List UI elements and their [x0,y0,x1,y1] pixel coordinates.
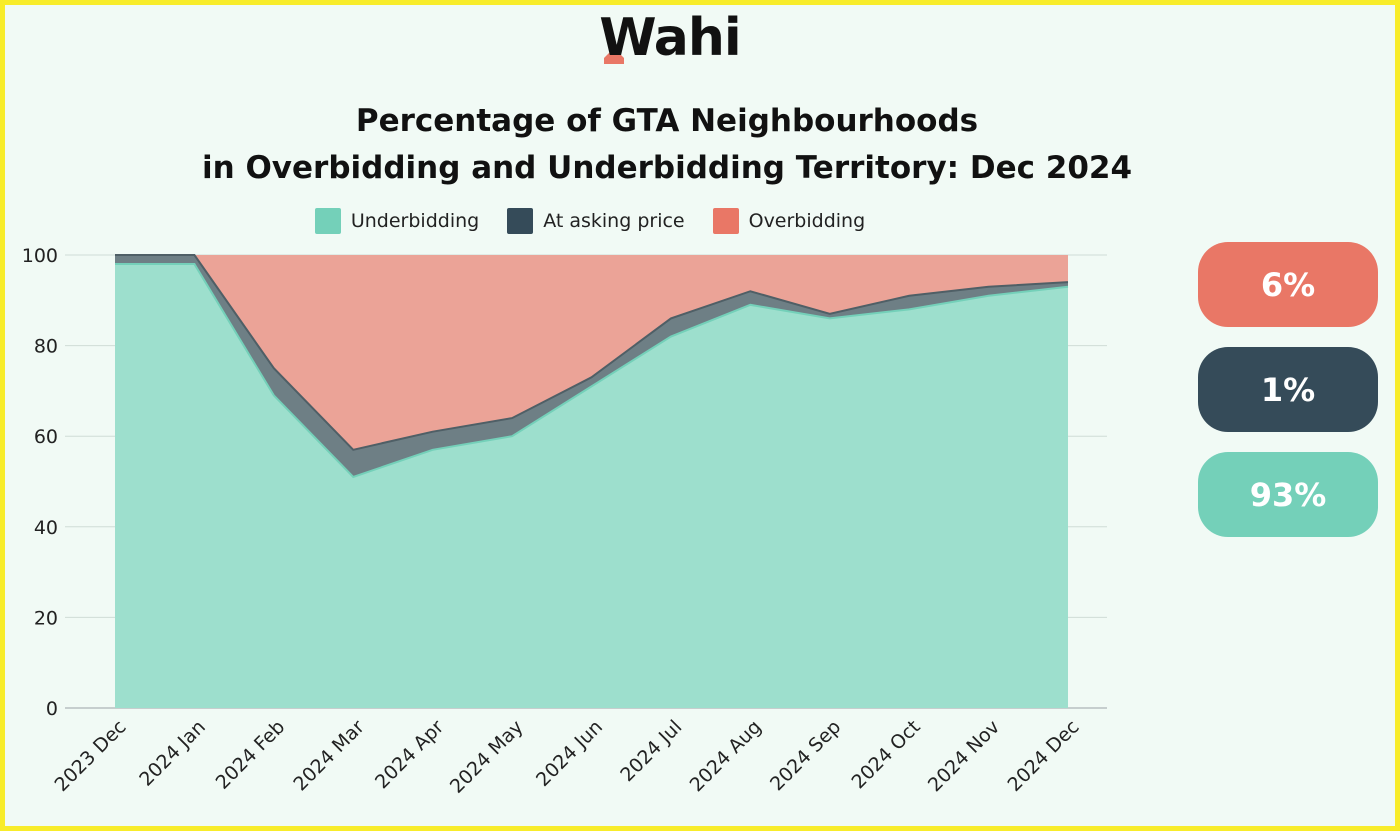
wahi-logo: Wahi [590,8,750,70]
x-tick-label: 2024 Jun [532,716,607,791]
x-tick-label: 2024 Dec [1004,716,1084,796]
y-tick-label: 60 [34,426,58,448]
x-tick-label: 2024 Nov [924,716,1004,796]
legend-label-at-asking: At asking price [543,210,685,232]
legend-swatch-at-asking [507,208,534,234]
at-asking-area-edge [115,254,1069,451]
legend-label-underbidding: Underbidding [350,210,480,232]
y-tick-label: 20 [34,607,58,629]
y-tick-label: 100 [22,245,58,267]
chart-legend: Underbidding At asking price Overbidding [0,208,1180,234]
x-tick-label: 2024 Aug [686,716,766,796]
x-tick-label: 2024 May [446,716,528,798]
y-tick-label: 0 [46,698,58,720]
chart-title-line-2: in Overbidding and Underbidding Territor… [201,150,1133,186]
legend-swatch-overbidding [712,208,739,234]
overbidding-share-badge: 6% [1198,242,1378,327]
x-tick-label: 2024 Sep [766,716,845,795]
legend-item-overbidding: Overbidding [712,208,866,234]
underbidding-share-badge: 93% [1198,452,1378,537]
x-tick-label: 2024 Apr [371,716,448,793]
underbidding-area-edge [115,263,1069,479]
x-tick-label: 2024 Oct [847,716,924,793]
legend-item-underbidding: Underbidding [314,208,480,234]
chart-title-line-1: Percentage of GTA Neighbourhoods [355,103,979,139]
underbidding-area [115,264,1068,708]
logo-text: Wahi [599,8,741,68]
x-tick-label: 2023 Dec [51,716,131,796]
chart-title: Percentage of GTA Neighbourhoods in Over… [100,98,1234,192]
y-tick-label: 80 [34,336,58,358]
legend-item-at-asking: At asking price [507,208,685,234]
logo-roof-icon [604,48,624,64]
legend-swatch-underbidding [314,208,341,234]
x-tick-label: 2024 Jul [616,716,686,786]
overbidding-area [115,255,1068,450]
legend-label-overbidding: Overbidding [748,210,866,232]
at-asking-share-badge: 1% [1198,347,1378,432]
x-tick-label: 2024 Mar [289,716,368,795]
x-tick-label: 2024 Feb [212,716,290,794]
y-tick-label: 40 [34,517,58,539]
x-tick-label: 2024 Jan [135,716,210,791]
